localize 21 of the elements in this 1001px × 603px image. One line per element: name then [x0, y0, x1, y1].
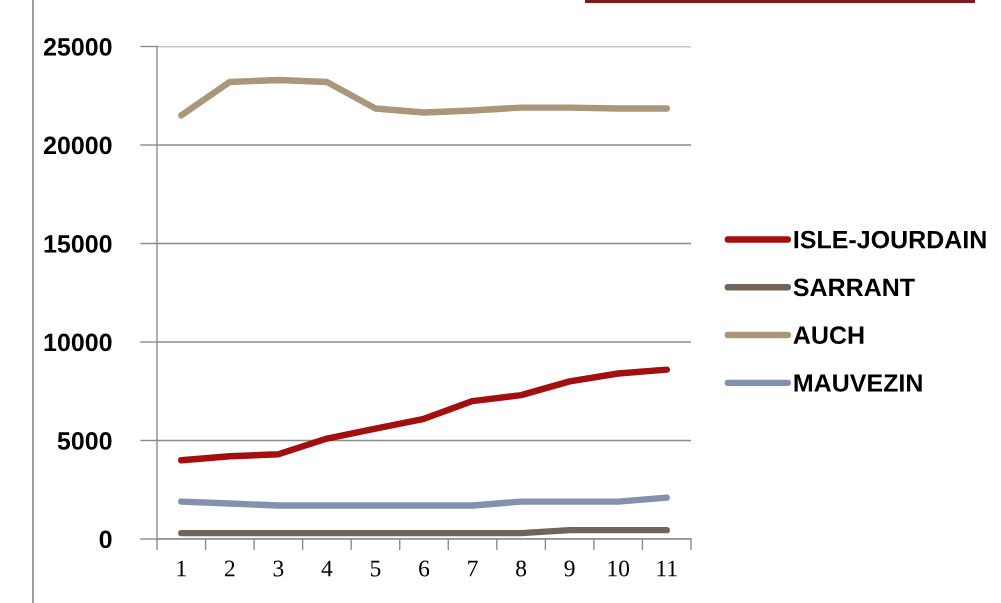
- x-tick-label: 11: [657, 560, 677, 577]
- x-tick-label: 2: [224, 560, 235, 577]
- x-tick-label: 10: [608, 560, 630, 577]
- y-tick-label: 5000: [57, 432, 112, 450]
- x-tick-label: 4: [321, 560, 333, 577]
- legend-label: SARRANT: [793, 278, 915, 297]
- x-tick-label: 8: [516, 560, 527, 577]
- x-tick-label: 1: [177, 560, 186, 577]
- legend-label: AUCH: [793, 326, 864, 345]
- x-tick-label: 9: [564, 560, 575, 577]
- y-tick-label: 20000: [43, 136, 112, 155]
- y-tick-label: 25000: [43, 38, 112, 56]
- legend-label: ISLE-JOURDAIN: [794, 230, 986, 249]
- x-tick-label: 7: [468, 560, 478, 577]
- y-tick-label: 15000: [44, 235, 112, 253]
- legend-label: MAUVEZIN: [794, 374, 922, 392]
- x-tick-label: 6: [419, 560, 430, 577]
- x-tick-label: 3: [273, 560, 284, 577]
- y-tick-label: 10000: [44, 333, 112, 352]
- x-tick-label: 5: [370, 560, 381, 577]
- y-tick-label: 0: [99, 530, 112, 549]
